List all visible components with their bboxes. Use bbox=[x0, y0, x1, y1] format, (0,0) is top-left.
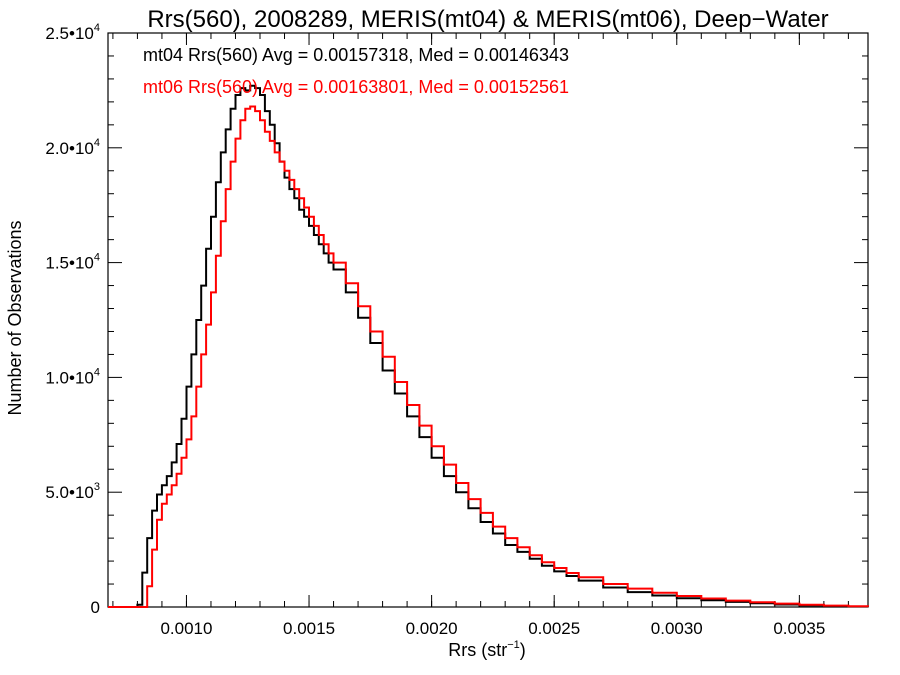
y-tick-label: 1.5•104 bbox=[45, 252, 100, 273]
plot-frame bbox=[107, 32, 869, 608]
x-tick-label: 0.0020 bbox=[406, 619, 458, 638]
y-tick-label: 1.0•104 bbox=[45, 366, 100, 387]
x-tick-label: 0.0015 bbox=[283, 619, 335, 638]
x-axis-label: Rrs (str−1) bbox=[448, 639, 526, 660]
y-tick-label: 2.0•104 bbox=[45, 137, 100, 158]
legend-entry-mt04: mt04 Rrs(560) Avg = 0.00157318, Med = 0.… bbox=[143, 45, 569, 65]
x-tick-label: 0.0010 bbox=[160, 619, 212, 638]
x-axis-label-main: Rrs (str bbox=[448, 640, 507, 660]
x-tick-label: 0.0025 bbox=[528, 619, 580, 638]
x-tick-label: 0.0035 bbox=[773, 619, 825, 638]
x-axis-label-close: ) bbox=[520, 640, 526, 660]
x-axis-label-exponent: −1 bbox=[507, 639, 520, 651]
y-tick-label: 2.5•104 bbox=[45, 22, 100, 43]
plot-area: 0.0010 0.0015 0.0020 0.0025 0.0030 0.0035 0 5.0… bbox=[45, 22, 869, 638]
chart-title: Rrs(560), 2008289, MERIS(mt04) & MERIS(m… bbox=[147, 6, 828, 33]
y-tick-label: 0 bbox=[91, 598, 100, 617]
legend-entry-mt06: mt06 Rrs(560) Avg = 0.00163801, Med = 0.… bbox=[143, 77, 569, 97]
x-tick-label: 0.0030 bbox=[651, 619, 703, 638]
y-axis-label: Number of Observations bbox=[5, 220, 25, 415]
y-tick-label: 5.0•103 bbox=[45, 481, 100, 502]
series-line-mt06 bbox=[108, 105, 869, 608]
series-line-mt04 bbox=[108, 84, 869, 608]
